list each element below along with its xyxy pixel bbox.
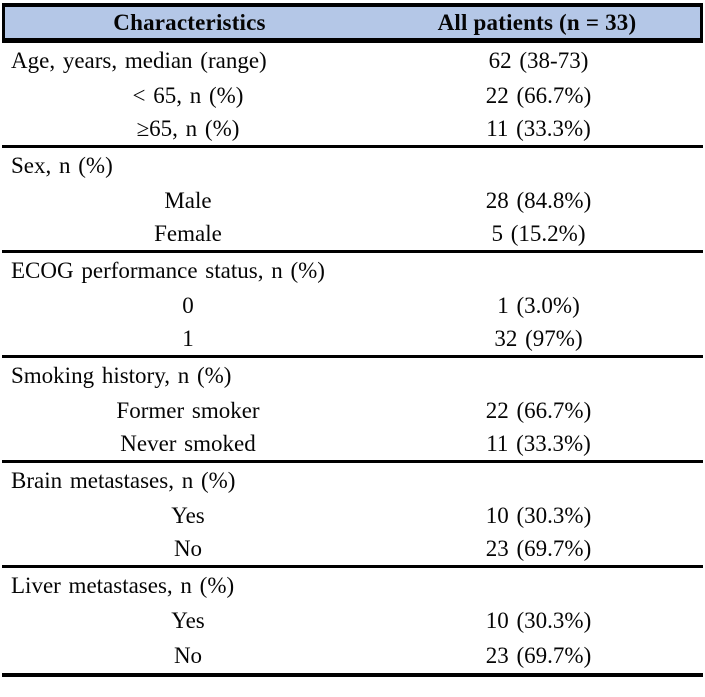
row-label: Former smoker — [116, 398, 260, 423]
row-value — [374, 463, 703, 498]
table-body: Age, years, median (range) 62 (38-73) < … — [2, 43, 703, 677]
row-label: Age, years, median (range) — [11, 48, 267, 73]
row-label: Liver metastases, n (%) — [11, 573, 235, 598]
row-value — [374, 568, 703, 603]
row-label: ECOG performance status, n (%) — [11, 258, 325, 283]
row-value: 23 (69.7%) — [485, 643, 592, 668]
row-label: Yes — [171, 503, 205, 528]
row-label: Brain metastases, n (%) — [11, 468, 236, 493]
row-value: 11 (33.3%) — [486, 116, 591, 141]
table-row-brain-no: No 23 (69.7%) — [2, 533, 703, 568]
table-row-age-under65: < 65, n (%) 22 (66.7%) — [2, 78, 703, 113]
table-row-smoking-former: Former smoker 22 (66.7%) — [2, 393, 703, 428]
table-row-ecog-1: 1 32 (97%) — [2, 323, 703, 358]
table-row-age-65plus: ≥65, n (%) 11 (33.3%) — [2, 113, 703, 148]
row-label: 0 — [182, 293, 194, 318]
row-label: No — [173, 643, 203, 668]
table-header-row: Characteristics All patients (n = 33) — [2, 3, 703, 43]
table-row-liver-no: No 23 (69.7%) — [2, 638, 703, 673]
row-label: < 65, n (%) — [132, 83, 244, 108]
table-row-brain-yes: Yes 10 (30.3%) — [2, 498, 703, 533]
row-value — [374, 358, 703, 393]
table-row-smoking-never: Never smoked 11 (33.3%) — [2, 428, 703, 463]
table-row-ecog-0: 0 1 (3.0%) — [2, 288, 703, 323]
table-row-brain-metastases: Brain metastases, n (%) — [2, 463, 703, 498]
row-value: 28 (84.8%) — [485, 188, 592, 213]
row-label: No — [173, 536, 203, 561]
row-label: Female — [154, 221, 222, 246]
table-row-age: Age, years, median (range) 62 (38-73) — [2, 43, 703, 78]
row-value: 10 (30.3%) — [485, 608, 592, 633]
table-row-liver-yes: Yes 10 (30.3%) — [2, 603, 703, 638]
table-row-sex-male: Male 28 (84.8%) — [2, 183, 703, 218]
row-label: Yes — [171, 608, 205, 633]
row-value: 23 (69.7%) — [485, 536, 592, 561]
row-label: ≥65, n (%) — [136, 116, 240, 141]
row-label: Male — [164, 188, 212, 213]
characteristics-table: Characteristics All patients (n = 33) Ag… — [2, 3, 703, 677]
row-value: 22 (66.7%) — [485, 83, 592, 108]
table-row-sex-female: Female 5 (15.2%) — [2, 218, 703, 253]
row-value — [374, 253, 703, 288]
header-cell-all-patients: All patients (n = 33) — [437, 10, 637, 35]
header-cell-characteristics: Characteristics — [113, 10, 266, 35]
table-row-liver-metastases: Liver metastases, n (%) — [2, 568, 703, 603]
row-label: 1 — [182, 326, 194, 351]
row-value: 32 (97%) — [494, 326, 583, 351]
row-value — [374, 148, 703, 183]
row-value: 62 (38-73) — [488, 48, 589, 73]
row-label: Smoking history, n (%) — [11, 363, 232, 388]
table-row-smoking: Smoking history, n (%) — [2, 358, 703, 393]
table-row-sex: Sex, n (%) — [2, 148, 703, 183]
row-value: 10 (30.3%) — [485, 503, 592, 528]
row-value: 11 (33.3%) — [486, 431, 591, 456]
row-label: Never smoked — [120, 431, 256, 456]
row-value: 1 (3.0%) — [497, 293, 580, 318]
row-label: Sex, n (%) — [11, 153, 113, 178]
table-row-ecog: ECOG performance status, n (%) — [2, 253, 703, 288]
row-value: 22 (66.7%) — [485, 398, 592, 423]
row-value: 5 (15.2%) — [491, 221, 586, 246]
